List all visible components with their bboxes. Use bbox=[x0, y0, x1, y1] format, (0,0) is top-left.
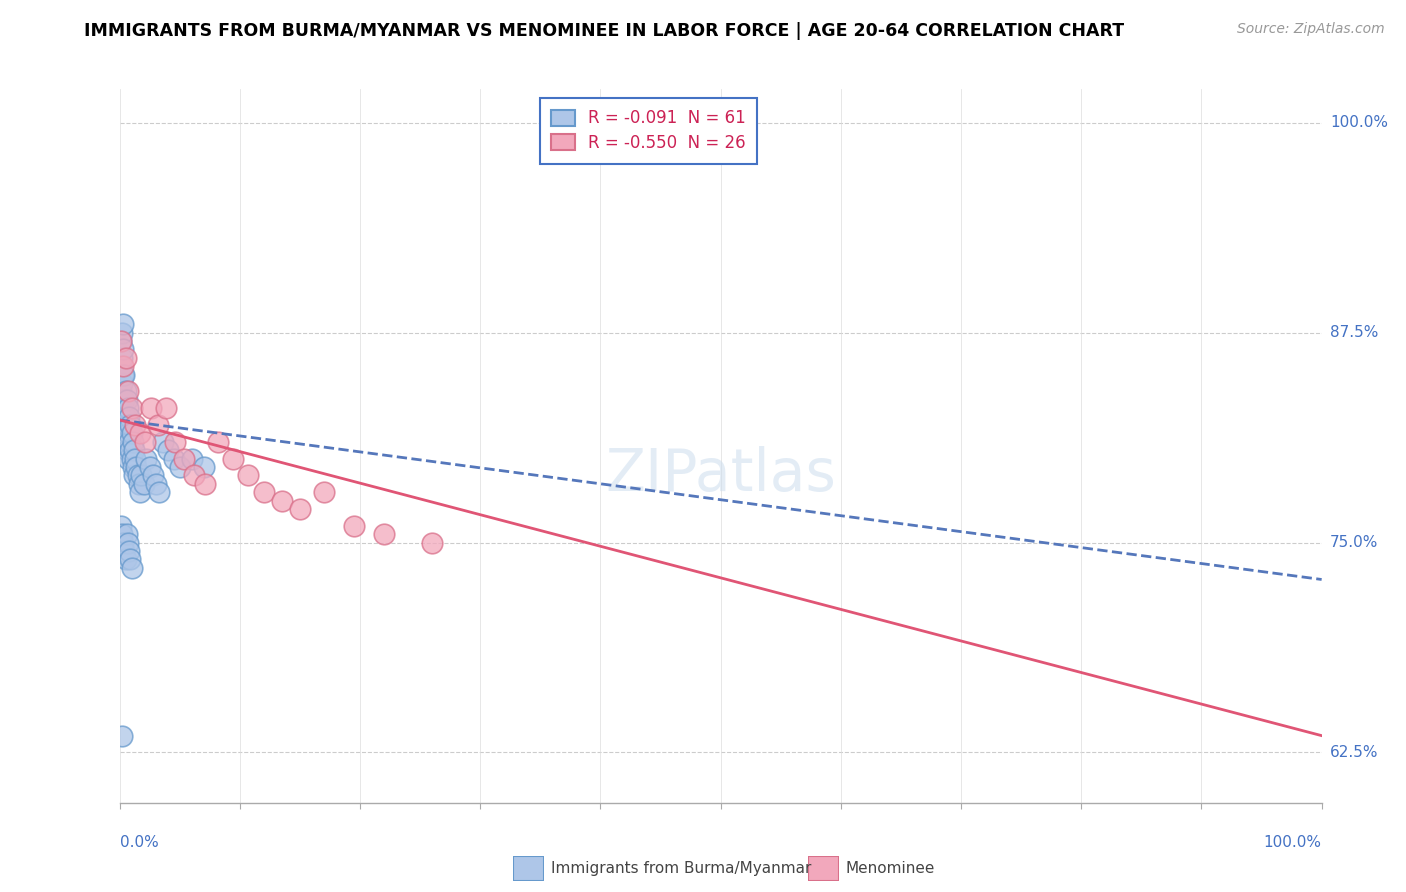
Point bbox=[117, 401, 139, 416]
Point bbox=[121, 426, 143, 441]
Point bbox=[112, 343, 135, 357]
Point bbox=[146, 417, 169, 432]
Text: Source: ZipAtlas.com: Source: ZipAtlas.com bbox=[1237, 22, 1385, 37]
Point bbox=[112, 359, 135, 374]
Point bbox=[112, 368, 135, 382]
Text: 100.0%: 100.0% bbox=[1330, 115, 1388, 130]
Point bbox=[111, 351, 134, 365]
Point bbox=[110, 384, 132, 399]
Point bbox=[114, 434, 136, 449]
Text: IMMIGRANTS FROM BURMA/MYANMAR VS MENOMINEE IN LABOR FORCE | AGE 20-64 CORRELATIO: IMMIGRANTS FROM BURMA/MYANMAR VS MENOMIN… bbox=[84, 22, 1125, 40]
Point bbox=[124, 451, 146, 466]
Point bbox=[111, 527, 134, 541]
Point bbox=[193, 460, 215, 475]
Point bbox=[115, 443, 138, 458]
Point bbox=[288, 502, 311, 516]
Text: Immigrants from Burma/Myanmar: Immigrants from Burma/Myanmar bbox=[551, 862, 811, 876]
Point bbox=[312, 485, 335, 500]
Text: 87.5%: 87.5% bbox=[1330, 326, 1378, 340]
Point bbox=[145, 476, 167, 491]
Point bbox=[117, 384, 139, 399]
Point bbox=[129, 468, 152, 483]
Point bbox=[111, 326, 134, 340]
Point bbox=[125, 460, 148, 475]
Text: Menominee: Menominee bbox=[845, 862, 935, 876]
Point bbox=[121, 560, 143, 574]
Point bbox=[112, 392, 135, 407]
Point bbox=[114, 351, 136, 365]
Point bbox=[169, 460, 191, 475]
Point bbox=[110, 518, 132, 533]
Point bbox=[114, 409, 136, 424]
Point bbox=[112, 392, 135, 407]
Point bbox=[236, 468, 259, 483]
Text: 0.0%: 0.0% bbox=[120, 836, 159, 850]
Point bbox=[155, 401, 177, 416]
Point bbox=[114, 552, 136, 566]
Text: 100.0%: 100.0% bbox=[1264, 836, 1322, 850]
Text: 62.5%: 62.5% bbox=[1330, 745, 1378, 760]
Point bbox=[142, 468, 165, 483]
Point bbox=[207, 434, 229, 449]
Point bbox=[148, 485, 170, 500]
Point bbox=[135, 451, 157, 466]
Point bbox=[110, 334, 132, 348]
Point bbox=[132, 476, 155, 491]
Point bbox=[124, 417, 146, 432]
Point bbox=[114, 384, 136, 399]
Point bbox=[173, 451, 195, 466]
Point bbox=[183, 468, 205, 483]
Point bbox=[139, 401, 162, 416]
Point bbox=[163, 434, 186, 449]
Point bbox=[138, 460, 160, 475]
Point bbox=[162, 451, 184, 466]
Point bbox=[118, 409, 141, 424]
Point bbox=[118, 434, 141, 449]
Point bbox=[111, 729, 134, 743]
Point bbox=[121, 451, 143, 466]
Point bbox=[270, 493, 292, 508]
Point bbox=[373, 527, 395, 541]
Point bbox=[117, 426, 139, 441]
Point bbox=[121, 460, 143, 475]
Point bbox=[112, 318, 135, 332]
Point bbox=[128, 476, 150, 491]
Point bbox=[420, 535, 443, 549]
Point bbox=[110, 334, 132, 348]
Point bbox=[115, 417, 138, 432]
Point bbox=[115, 527, 138, 541]
Point bbox=[221, 451, 243, 466]
Point bbox=[180, 451, 202, 466]
Point bbox=[111, 376, 134, 390]
Text: ZIPatlas: ZIPatlas bbox=[605, 446, 837, 503]
Point bbox=[112, 535, 135, 549]
Point bbox=[129, 426, 152, 441]
Point bbox=[110, 359, 132, 374]
Point bbox=[120, 443, 142, 458]
Point bbox=[117, 535, 139, 549]
Point bbox=[112, 368, 135, 382]
Point bbox=[253, 485, 276, 500]
Point bbox=[120, 552, 142, 566]
Point bbox=[121, 434, 143, 449]
Point bbox=[118, 544, 141, 558]
Point bbox=[343, 518, 366, 533]
Point bbox=[152, 434, 174, 449]
Point bbox=[122, 443, 145, 458]
Point bbox=[156, 443, 179, 458]
Point bbox=[129, 485, 152, 500]
Text: 75.0%: 75.0% bbox=[1330, 535, 1378, 550]
Point bbox=[194, 476, 217, 491]
Legend: R = -0.091  N = 61, R = -0.550  N = 26: R = -0.091 N = 61, R = -0.550 N = 26 bbox=[540, 97, 758, 163]
Point bbox=[112, 417, 135, 432]
Point bbox=[117, 451, 139, 466]
Point bbox=[112, 544, 135, 558]
Point bbox=[122, 468, 145, 483]
Point bbox=[115, 392, 138, 407]
Point bbox=[134, 434, 156, 449]
Point bbox=[127, 468, 149, 483]
Point bbox=[121, 401, 143, 416]
Point bbox=[120, 417, 142, 432]
